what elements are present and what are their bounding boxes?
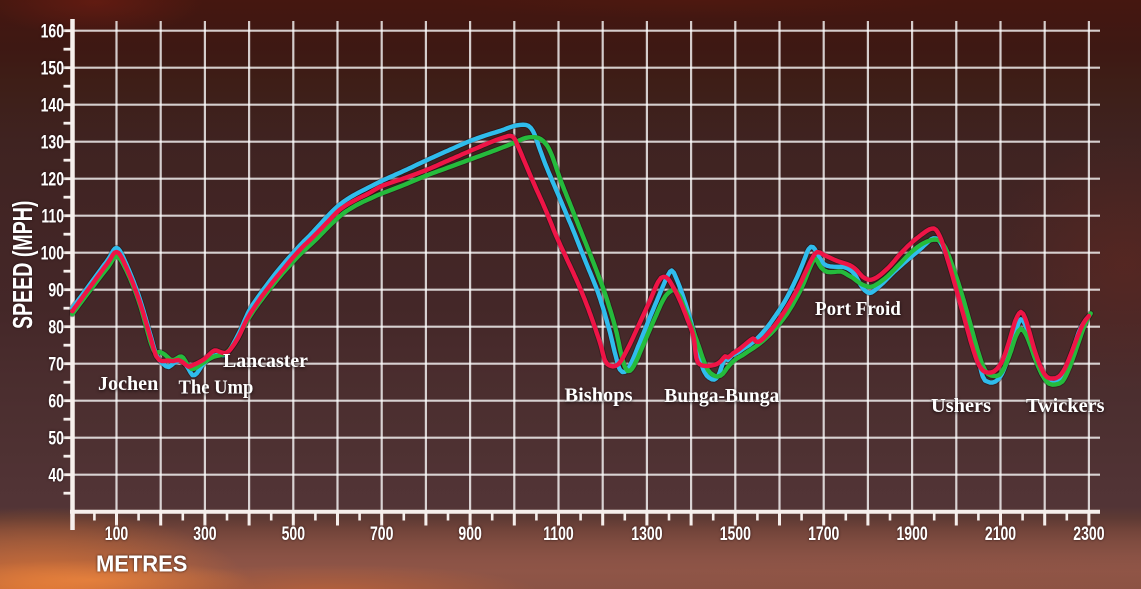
svg-text:140: 140 xyxy=(41,94,64,116)
svg-text:1900: 1900 xyxy=(896,523,927,545)
svg-text:SPEED (MPH): SPEED (MPH) xyxy=(8,201,39,329)
svg-text:2300: 2300 xyxy=(1073,523,1104,545)
svg-text:Bunga-Bunga: Bunga-Bunga xyxy=(664,385,779,407)
svg-text:Bishops: Bishops xyxy=(565,384,633,406)
svg-text:90: 90 xyxy=(48,279,64,301)
svg-text:Port Froid: Port Froid xyxy=(815,297,901,320)
svg-text:1700: 1700 xyxy=(808,523,839,545)
svg-text:2100: 2100 xyxy=(985,523,1016,545)
svg-text:40: 40 xyxy=(48,464,64,486)
svg-text:100: 100 xyxy=(41,242,64,264)
svg-text:300: 300 xyxy=(193,523,216,545)
svg-text:100: 100 xyxy=(105,523,128,545)
svg-text:500: 500 xyxy=(282,523,305,545)
svg-text:Lancaster: Lancaster xyxy=(223,350,308,372)
svg-text:70: 70 xyxy=(48,353,64,375)
svg-text:Ushers: Ushers xyxy=(931,395,991,417)
svg-text:60: 60 xyxy=(48,390,64,412)
svg-text:Twickers: Twickers xyxy=(1026,395,1105,417)
svg-text:900: 900 xyxy=(458,523,481,545)
svg-text:50: 50 xyxy=(48,427,64,449)
svg-text:120: 120 xyxy=(41,168,64,190)
svg-text:110: 110 xyxy=(41,205,64,227)
svg-text:1300: 1300 xyxy=(631,523,662,545)
svg-text:80: 80 xyxy=(48,316,64,338)
svg-text:160: 160 xyxy=(41,20,64,42)
svg-text:Jochen: Jochen xyxy=(98,373,158,395)
svg-text:The Ump: The Ump xyxy=(179,377,254,399)
svg-text:700: 700 xyxy=(370,523,393,545)
svg-text:1100: 1100 xyxy=(543,523,573,545)
svg-text:METRES: METRES xyxy=(96,551,187,577)
svg-text:1500: 1500 xyxy=(720,523,751,545)
svg-text:150: 150 xyxy=(41,57,64,79)
svg-text:130: 130 xyxy=(41,131,64,153)
